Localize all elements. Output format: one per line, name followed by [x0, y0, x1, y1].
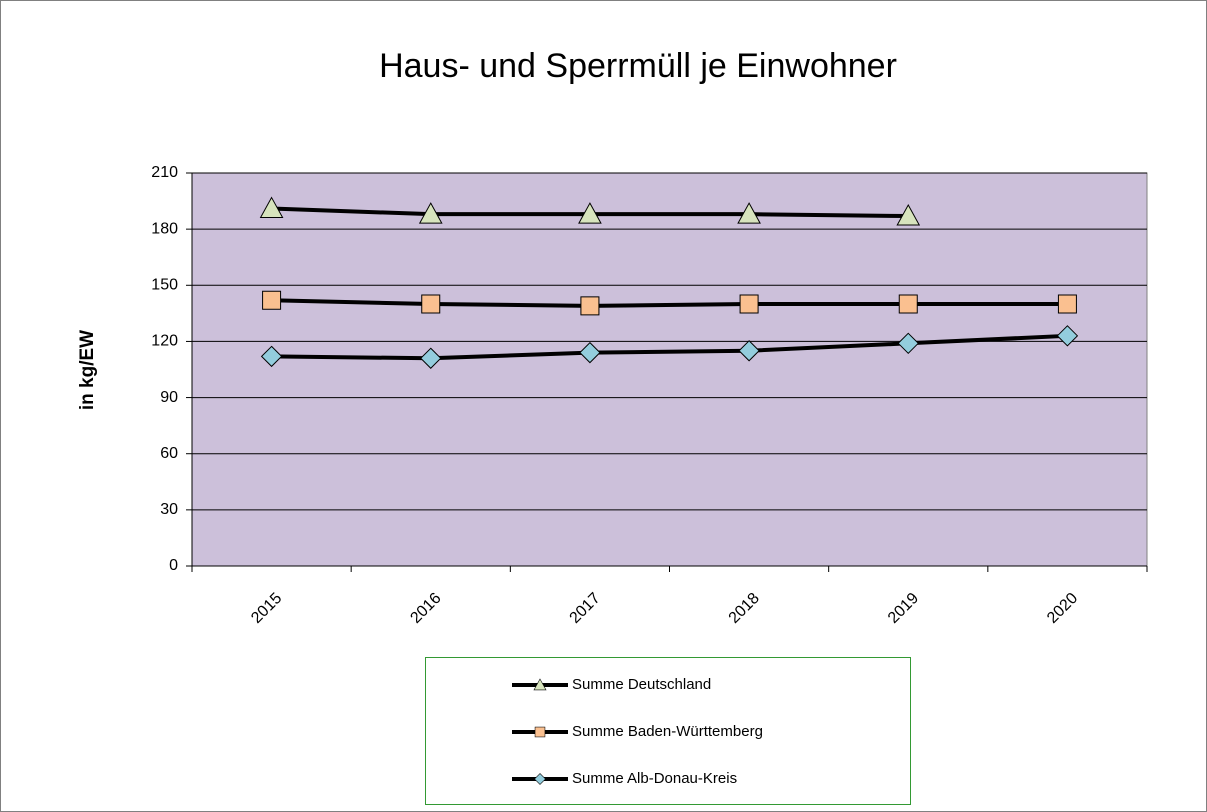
y-tick-label: 210: [151, 164, 178, 181]
data-point: [580, 296, 600, 316]
plot-area: [191, 172, 1148, 567]
data-point: [579, 341, 601, 364]
series-line: [271, 298, 1068, 308]
data-point: [898, 294, 918, 314]
y-axis-label: in kg/EW: [77, 330, 98, 410]
chart-title: Haus- und Sperrmüll je Einwohner: [379, 47, 897, 85]
legend-marker: [534, 726, 546, 738]
data-point: [738, 340, 760, 362]
y-tick-label: 180: [151, 220, 178, 237]
data-point: [259, 196, 284, 219]
data-point: [260, 345, 283, 368]
data-point: [896, 204, 921, 226]
legend-label: Summe Alb-Donau-Kreis: [572, 770, 737, 787]
legend-label: Summe Deutschland: [572, 676, 711, 693]
y-tick-label: 150: [151, 277, 178, 294]
data-point: [737, 202, 761, 224]
data-point: [739, 294, 759, 314]
y-tick-label: 60: [160, 445, 178, 462]
data-point: [418, 202, 443, 224]
series-line: [271, 333, 1068, 361]
legend-marker: [534, 773, 546, 785]
data-point: [1057, 294, 1077, 314]
legend-box: [425, 657, 911, 805]
data-point: [420, 347, 442, 369]
y-tick-label: 30: [160, 501, 178, 518]
data-point: [578, 202, 602, 224]
y-tick-label: 120: [151, 333, 178, 350]
data-point: [897, 332, 919, 355]
legend-label: Summe Baden-Württemberg: [572, 723, 763, 740]
y-tick-label: 90: [160, 389, 178, 406]
legend-marker: [533, 678, 547, 691]
data-point: [421, 294, 441, 314]
data-point: [262, 290, 282, 310]
data-point: [1056, 325, 1079, 347]
y-tick-label: 0: [169, 557, 178, 574]
